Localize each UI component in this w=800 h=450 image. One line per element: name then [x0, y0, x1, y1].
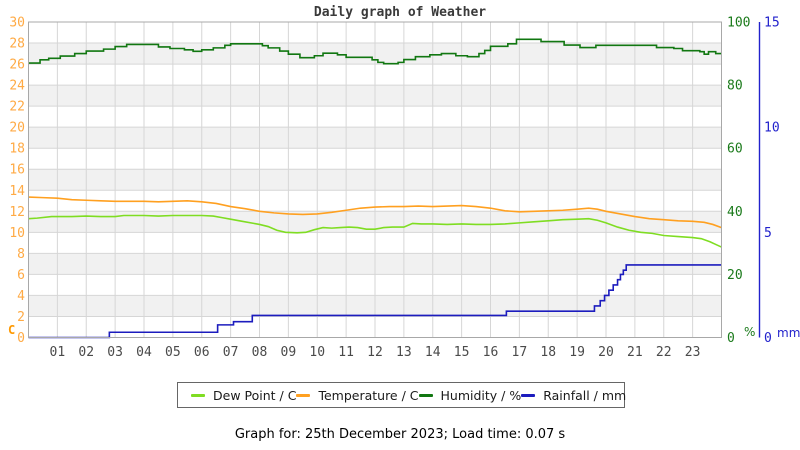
footer-text: Graph for: 25th December 2023; Load time… [234, 427, 566, 442]
humidity-tick-100: 100 [727, 16, 750, 31]
x-tick-22: 22 [656, 345, 672, 360]
humidity-axis-unit-label: % [744, 325, 755, 339]
chart-title: Daily graph of Weather [313, 5, 487, 20]
left-tick-10: 10 [9, 226, 25, 241]
left-tick-30: 30 [9, 16, 25, 31]
left-tick-8: 8 [17, 247, 25, 262]
x-tick-02: 02 [78, 345, 94, 360]
right-axis-humidity: 0 20 40 60 80 100% [727, 16, 755, 347]
left-tick-20: 20 [9, 121, 25, 136]
right-axis-rainfall: 0 5 10 15 mm [758, 16, 800, 346]
x-tick-05: 05 [165, 345, 181, 360]
dew-point-line-swatch [191, 393, 205, 397]
humidity-tick-40: 40 [727, 205, 743, 220]
data-series [28, 38, 722, 339]
x-tick-12: 12 [367, 345, 383, 360]
x-tick-08: 08 [252, 345, 268, 360]
x-tick-18: 18 [540, 345, 556, 360]
x-tick-23: 23 [685, 345, 701, 360]
x-tick-15: 15 [454, 345, 470, 360]
x-tick-13: 13 [396, 345, 412, 360]
humidity-line-swatch [418, 393, 433, 397]
x-tick-19: 19 [569, 345, 585, 360]
x-tick-10: 10 [309, 345, 325, 360]
humidity-tick-60: 60 [727, 142, 743, 157]
left-tick-0: 0 [17, 331, 25, 346]
legend-item-humidity: Humidity / % [418, 387, 522, 403]
x-tick-21: 21 [627, 345, 643, 360]
legend-item-dew-point: Dew Point / C [191, 388, 296, 403]
rain-axis-unit-label: mm [777, 326, 800, 340]
x-tick-03: 03 [107, 345, 123, 360]
gridlines [28, 22, 722, 338]
left-tick-6: 6 [17, 268, 25, 283]
x-tick-04: 04 [136, 345, 152, 360]
x-tick-11: 11 [338, 345, 354, 360]
x-axis-hours: 01 02 03 04 05 06 07 08 09 10 11 12 13 14 15 16 17 18 19 20… [50, 345, 701, 360]
x-tick-06: 06 [194, 345, 210, 360]
x-tick-09: 09 [281, 345, 297, 360]
rainfall-line-swatch [521, 393, 536, 397]
left-tick-18: 18 [9, 142, 25, 157]
x-tick-16: 16 [483, 345, 499, 360]
rain-tick-15: 15 [764, 16, 780, 31]
legend: Dew Point / C Temperature / C Humidity /… [177, 382, 626, 408]
legend-label-humidity: Humidity / % [440, 387, 522, 403]
humidity-tick-20: 20 [727, 268, 743, 283]
x-tick-14: 14 [425, 345, 441, 360]
series-line-humidity [28, 38, 722, 65]
legend-label-rainfall: Rainfall / mm [543, 387, 627, 403]
left-tick-2: 2 [17, 310, 25, 325]
legend-label-dew-point: Dew Point / C [213, 387, 297, 403]
left-tick-12: 12 [9, 205, 25, 220]
left-axis-unit-label: C [8, 323, 15, 337]
legend-label-temperature: Temperature / C [318, 387, 419, 403]
left-tick-14: 14 [9, 184, 25, 199]
rain-tick-0: 0 [764, 331, 772, 346]
temperature-line-swatch [296, 393, 311, 397]
left-tick-22: 22 [9, 100, 25, 115]
left-tick-16: 16 [9, 163, 25, 178]
left-tick-24: 24 [9, 79, 25, 94]
series-line-dew-point-c [28, 214, 722, 248]
series-line-rainfall-mm [28, 264, 722, 339]
plot-border [28, 21, 722, 338]
x-tick-20: 20 [598, 345, 614, 360]
legend-item-rainfall: Rainfall / mm [521, 388, 626, 403]
left-tick-4: 4 [17, 289, 25, 304]
series-line-temperature-c [28, 196, 722, 229]
x-tick-07: 07 [223, 345, 239, 360]
humidity-tick-0: 0 [727, 331, 735, 346]
rain-tick-10: 10 [764, 121, 780, 136]
x-tick-17: 17 [512, 345, 528, 360]
humidity-tick-80: 80 [727, 79, 743, 94]
left-tick-26: 26 [9, 58, 25, 73]
left-tick-28: 28 [9, 37, 25, 52]
x-tick-01: 01 [50, 345, 66, 360]
legend-item-temperature: Temperature / C [296, 387, 419, 403]
rain-tick-5: 5 [764, 226, 772, 241]
